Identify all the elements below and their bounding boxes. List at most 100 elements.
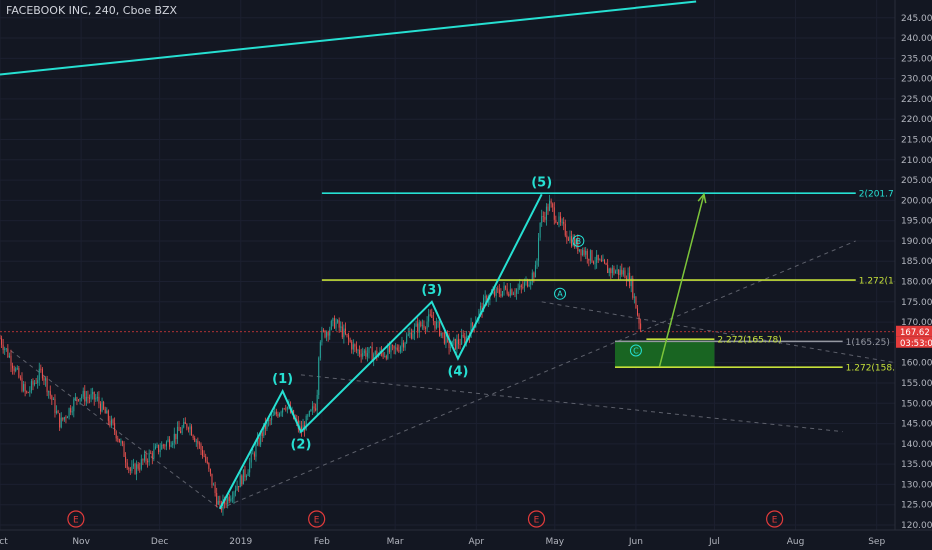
candle-body (132, 464, 134, 467)
candle-body (421, 325, 423, 327)
candle-body (497, 288, 499, 290)
candle-body (545, 206, 547, 220)
wave-circle (554, 287, 567, 300)
wave-label: (4) (447, 365, 468, 380)
candle-body (266, 421, 268, 429)
candle-body (308, 411, 310, 416)
candle-body (209, 468, 211, 474)
candle-body (366, 353, 368, 357)
candle-body (640, 323, 642, 329)
candle-body (172, 442, 174, 446)
wave-label: (3) (421, 283, 442, 298)
candle-body (401, 342, 403, 347)
candle-body (596, 254, 598, 263)
candle-body (13, 368, 15, 372)
candle-body (332, 318, 334, 322)
candle-body (607, 264, 609, 274)
candle-body (140, 459, 142, 469)
candle-body (360, 353, 362, 357)
helper-dashed-line (219, 240, 856, 510)
long-trendline (0, 0, 697, 76)
candle-body (478, 310, 480, 319)
candle-body (574, 238, 576, 247)
time-tick-label: 2019 (229, 537, 252, 547)
price-tick-label: 245.00 (901, 14, 932, 24)
candle-body (575, 240, 577, 247)
candle-body (340, 326, 342, 328)
candle-body (230, 498, 232, 501)
candle-body (310, 409, 312, 412)
candle-body (101, 401, 103, 412)
candle-body (313, 406, 315, 409)
last-price-box (896, 325, 932, 337)
candle-body (43, 378, 45, 381)
candle-body (271, 415, 273, 421)
candle-body (409, 332, 411, 335)
candle-body (321, 330, 323, 343)
candle-body (38, 368, 40, 381)
candle-body (184, 421, 186, 424)
candle-body (522, 287, 524, 288)
candle-body (569, 236, 571, 241)
candle-body (4, 348, 6, 350)
candle-body (173, 433, 175, 443)
symbol-title[interactable]: FACEBOOK INC, 240, Cboe BZX (6, 4, 178, 17)
candle-body (624, 270, 626, 279)
candle-body (479, 305, 481, 311)
candle-body (81, 396, 83, 399)
candle-body (627, 272, 629, 282)
candle-body (239, 475, 241, 488)
candle-body (544, 216, 546, 220)
time-tick-label: Aug (787, 537, 805, 547)
price-tick-label: 240.00 (901, 34, 932, 44)
earnings-marker-label: E (534, 516, 540, 526)
candle-body (59, 413, 61, 428)
candle-body (571, 236, 573, 246)
candle-body (35, 382, 37, 384)
price-tick-label: 190.00 (901, 237, 932, 247)
candle-body (514, 293, 516, 295)
time-tick-label: Oct (0, 537, 8, 547)
candle-body (533, 272, 535, 278)
candle-body (32, 381, 34, 385)
wave-circle (629, 344, 642, 357)
candle-body (461, 335, 463, 345)
candle-body (296, 419, 298, 421)
candle-body (216, 492, 218, 505)
candle-body (162, 444, 164, 446)
candle-body (115, 431, 117, 439)
candle-body (27, 392, 29, 394)
candle-body (591, 250, 593, 262)
candle-body (305, 415, 307, 431)
candle-body (352, 344, 354, 350)
candle-body (610, 268, 612, 274)
candle-body (23, 384, 25, 391)
candle-body (481, 305, 483, 313)
candle-body (492, 291, 494, 294)
earnings-marker (67, 510, 85, 528)
candle-body (453, 338, 455, 341)
candle-body (60, 417, 62, 428)
candle-body (558, 216, 560, 224)
candle-body (436, 321, 438, 329)
candle-body (121, 441, 123, 444)
chart-annotations-lines (0, 0, 895, 510)
price-tick-label: 215.00 (901, 135, 932, 145)
candle-body (527, 279, 529, 287)
wave-label: (5) (531, 175, 552, 190)
candle-body (420, 322, 422, 326)
wave-circle-label: B (576, 237, 582, 246)
candle-body (322, 330, 324, 332)
candle-body (214, 484, 216, 493)
candle-body (566, 235, 568, 239)
candle-body (158, 444, 160, 453)
candle-body (428, 314, 430, 322)
candle-body (176, 426, 178, 440)
chart-annotation-labels: 2(201.77) 1.272(180.36) 2.272(165.78) 1(165… (67, 175, 923, 528)
time-tick-label: Dec (151, 537, 168, 547)
candle-body (29, 390, 31, 393)
candle-body (98, 396, 100, 404)
candle-body (385, 355, 387, 359)
